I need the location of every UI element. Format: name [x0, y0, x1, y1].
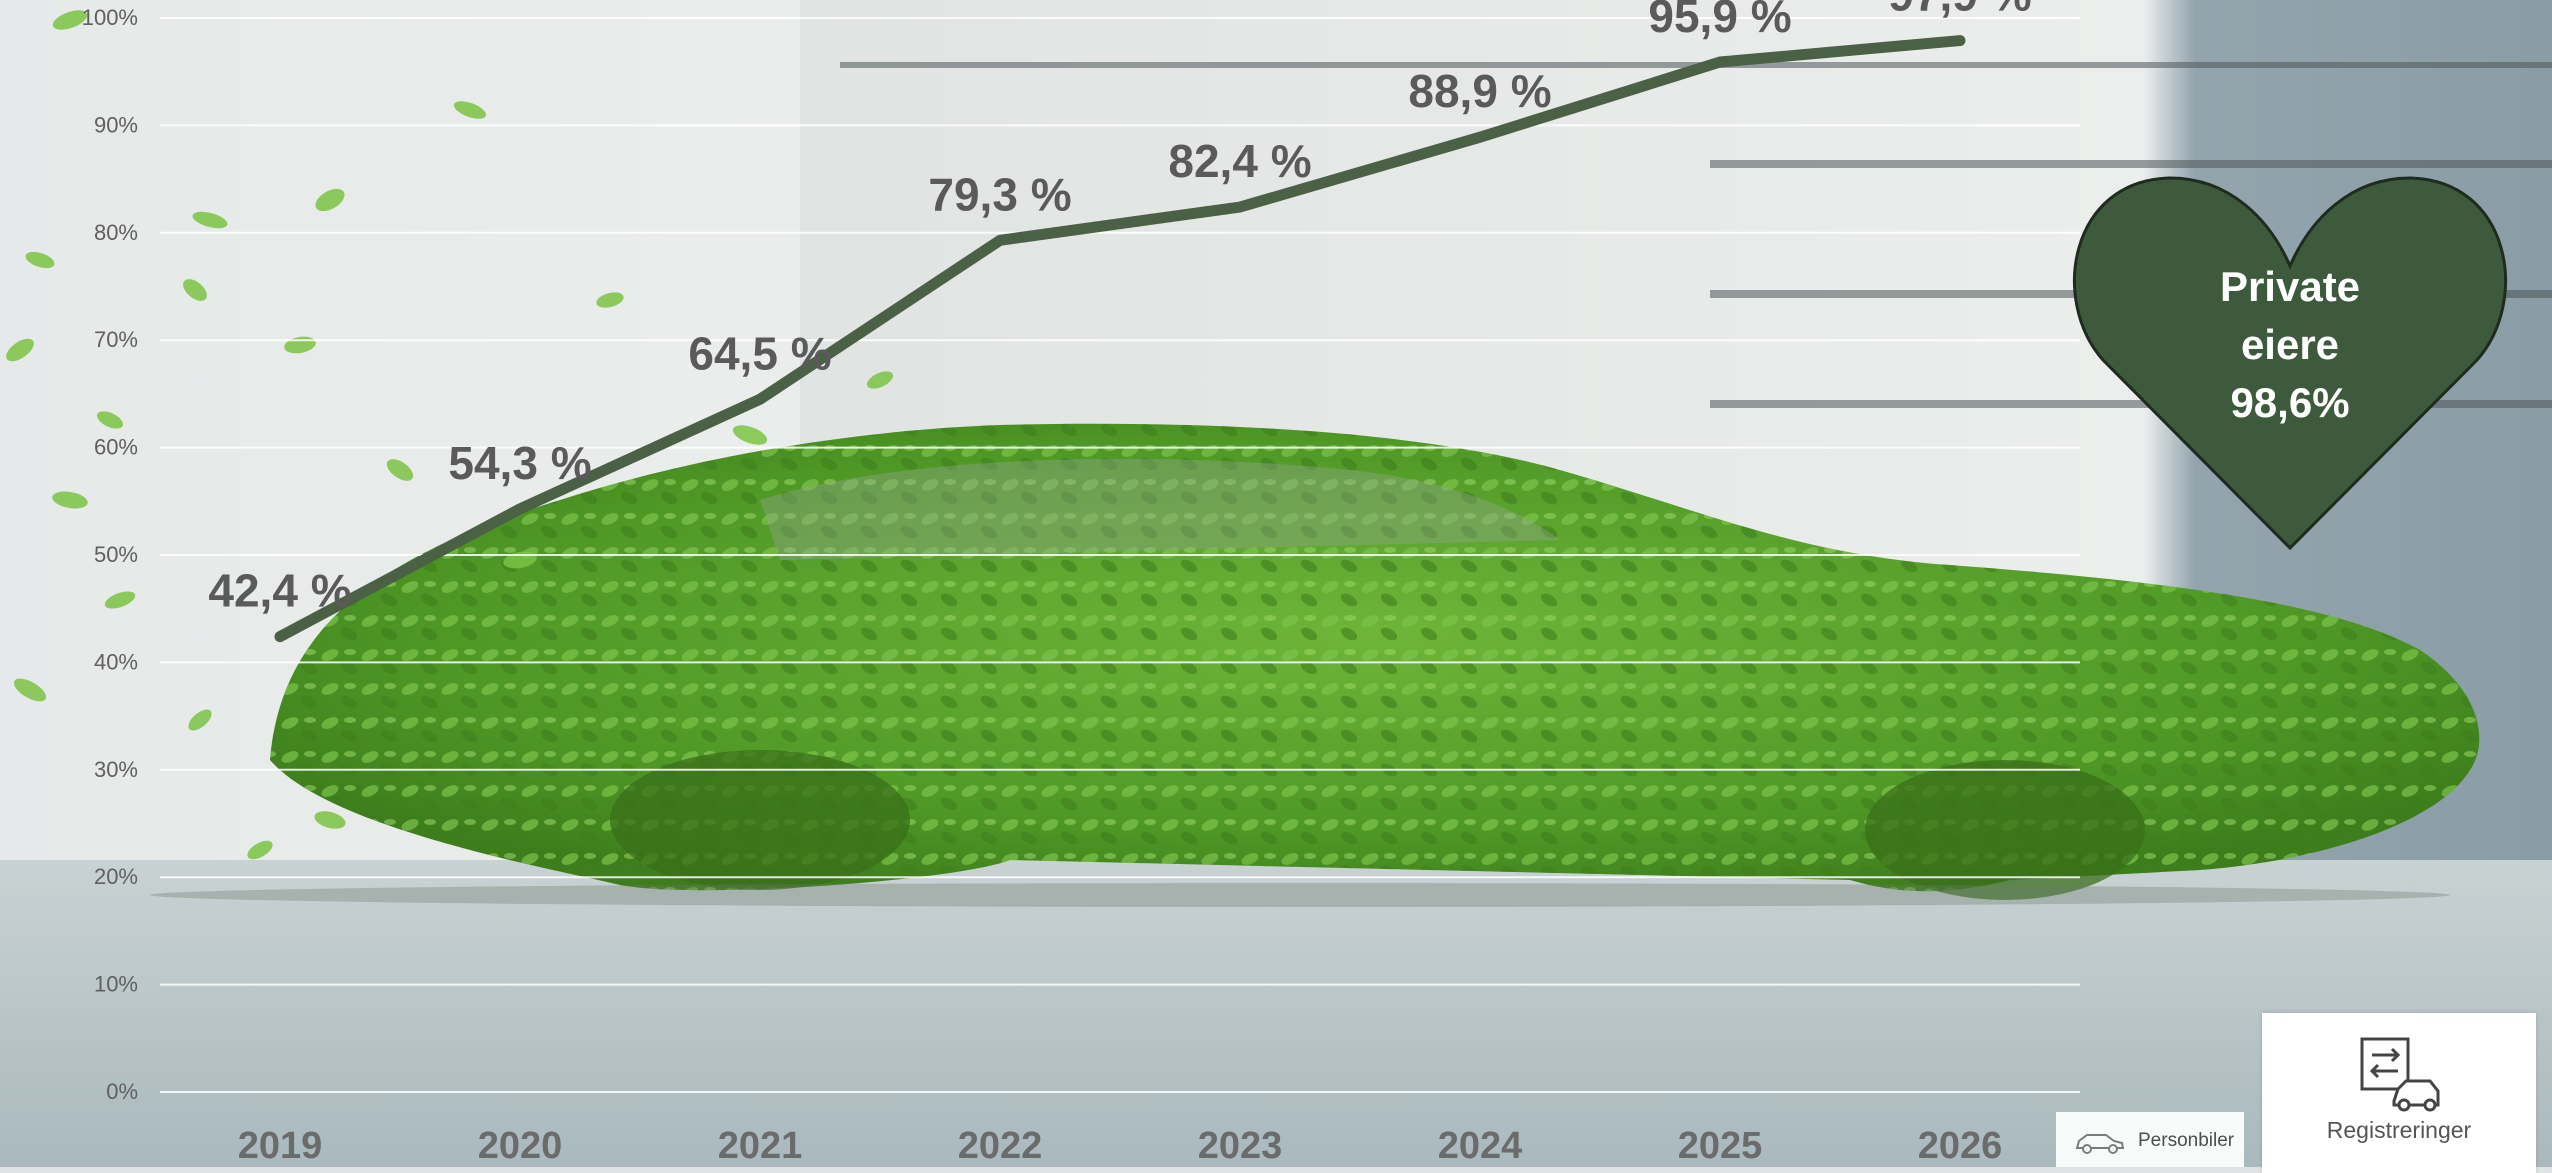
car-icon [2075, 1134, 2125, 1154]
y-axis-ticks: 0% 10% 20% 30% 40% 50% 60% 70% 80% 90% 100% [82, 5, 138, 1104]
x-tick-label: 2022 [958, 1125, 1043, 1167]
data-point [1236, 203, 1244, 212]
personbiler-label: Personbiler [2138, 1130, 2235, 1151]
registreringer-label: Registreringer [2326, 1117, 2472, 1143]
grid-lines [160, 17, 2080, 1093]
series-line-group [274, 35, 1966, 643]
data-label: 95,9 % [1648, 0, 1791, 42]
heart-label-line2: eiere [2240, 321, 2340, 368]
data-labels: 42,4 % 54,3 % 64,5 % 79,3 % 82,4 % 88,9 % 95,9… [208, 0, 2031, 617]
x-tick-label: 2024 [1438, 1125, 1523, 1167]
data-point [276, 632, 284, 641]
x-axis-ticks: 2019 2020 2021 2022 2023 2024 2025 2026 [238, 1125, 2003, 1167]
y-tick-label: 100% [82, 5, 138, 30]
data-label: 79,3 % [928, 168, 1071, 220]
data-label: 82,4 % [1168, 135, 1311, 187]
data-label: 42,4 % [208, 565, 351, 617]
data-point [1476, 133, 1484, 142]
heart-label: Private eiere 98,6% [2080, 258, 2500, 432]
x-tick-label: 2023 [1198, 1125, 1283, 1167]
y-tick-label: 80% [94, 220, 138, 245]
data-label: 54,3 % [448, 437, 591, 489]
heart-shape [2073, 176, 2507, 551]
data-point [1716, 58, 1724, 67]
data-point [516, 504, 524, 513]
data-point [1956, 36, 1964, 45]
x-tick-label: 2020 [478, 1125, 563, 1167]
heart-label-line3: 98,6% [2230, 379, 2350, 426]
y-tick-label: 70% [94, 327, 138, 352]
heart-label-line1: Private [2219, 263, 2361, 310]
registreringer-button[interactable]: Registreringer [2262, 1013, 2536, 1173]
y-tick-label: 50% [94, 542, 138, 567]
y-tick-label: 30% [94, 757, 138, 782]
x-tick-label: 2021 [718, 1125, 803, 1167]
x-tick-label: 2025 [1678, 1125, 1763, 1167]
y-tick-label: 90% [94, 112, 138, 137]
data-label: 97,9 % [1888, 0, 2031, 21]
data-point [756, 395, 764, 404]
y-tick-label: 10% [94, 972, 138, 997]
data-label: 64,5 % [688, 327, 831, 379]
data-point [996, 236, 1004, 245]
y-tick-label: 20% [94, 864, 138, 889]
car-registration-icon [2360, 1037, 2440, 1112]
x-tick-label: 2019 [238, 1125, 323, 1167]
y-tick-label: 60% [94, 435, 138, 460]
y-tick-label: 0% [106, 1079, 138, 1104]
personbiler-button[interactable]: Personbiler [2056, 1112, 2244, 1167]
x-tick-label: 2026 [1918, 1125, 2003, 1167]
data-label: 88,9 % [1408, 65, 1551, 117]
series-line-0 [274, 35, 1966, 643]
y-tick-label: 40% [94, 649, 138, 674]
